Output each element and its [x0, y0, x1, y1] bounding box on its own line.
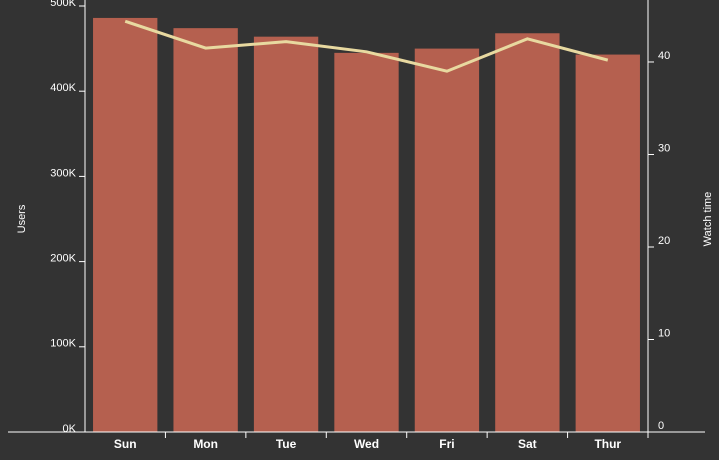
bar — [334, 52, 399, 433]
bar — [253, 36, 319, 433]
y-tick-label: 0K — [63, 423, 77, 435]
x-tick-label: Thur — [594, 437, 621, 451]
y-tick-label: 100K — [50, 338, 76, 350]
line — [124, 19, 609, 73]
y2-tick-label: 20 — [658, 235, 670, 247]
y-tick-label: 200K — [50, 253, 76, 265]
y2-axis-label: Watch time — [702, 192, 714, 247]
y2-tick-label: 30 — [658, 142, 670, 154]
x-tick-label: Tue — [276, 437, 297, 451]
x-tick-label: Fri — [439, 437, 454, 451]
y-tick-label: 300K — [50, 167, 76, 179]
x-tick-label: Mon — [193, 437, 218, 451]
bar — [414, 48, 480, 432]
y2-tick-label: 40 — [658, 50, 670, 62]
bar — [93, 17, 158, 432]
bar — [575, 54, 640, 433]
y2-tick-label: 0 — [658, 420, 664, 432]
x-tick-label: Sun — [114, 437, 137, 451]
bar — [495, 33, 560, 432]
y-axis-label: Users — [16, 204, 28, 233]
y-tick-label: 500K — [50, 0, 76, 9]
y2-tick-label: 10 — [658, 327, 670, 339]
y-tick-label: 400K — [50, 82, 76, 94]
bar — [173, 28, 238, 432]
x-tick-label: Sat — [518, 437, 537, 451]
x-tick-label: Wed — [354, 437, 379, 451]
